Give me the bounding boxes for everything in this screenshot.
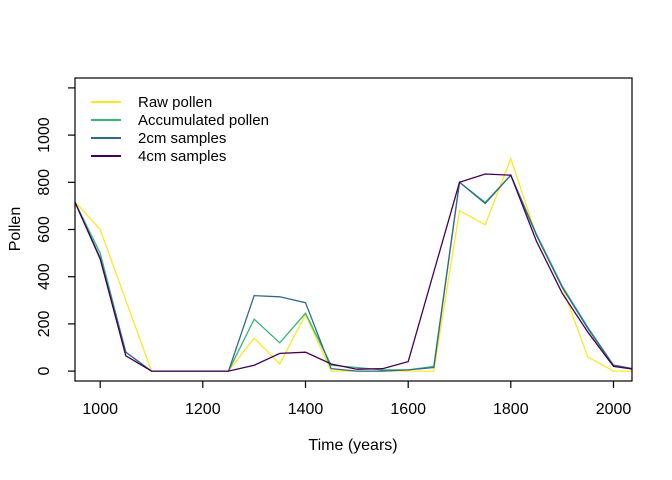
legend-item-2cm-samples: 2cm samples [91,129,269,147]
x-tick-label: 1200 [185,401,221,418]
legend-line-swatch [91,137,121,139]
series-line-2cm-samples [75,174,632,372]
axes-group: 1000 1200 1400 1600 1800 2000 0 200 400 600 800 100… [36,77,633,418]
legend-line-swatch [91,101,121,103]
legend-item-4cm-samples: 4cm samples [91,147,269,165]
y-tick-label: 600 [36,216,53,243]
legend-label: 4cm samples [138,147,227,165]
legend: Raw pollen Accumulated pollen 2cm samples 4… [91,93,269,165]
x-tick-label: 1000 [82,401,118,418]
y-tick-label: 400 [36,263,53,290]
legend-label: Accumulated pollen [138,111,269,129]
legend-item-raw-pollen: Raw pollen [91,93,269,111]
legend-label: 2cm samples [138,129,227,147]
x-tick-label: 2000 [596,401,632,418]
series-line-raw-pollen [75,156,632,372]
legend-line-swatch [91,119,121,121]
legend-label: Raw pollen [138,93,213,111]
x-tick-label: 1400 [288,401,324,418]
legend-line-swatch [91,155,121,157]
y-tick-label: 0 [36,367,53,376]
legend-item-accumulated-pollen: Accumulated pollen [91,111,269,129]
x-tick-label: 1800 [493,401,529,418]
y-tick-label: 200 [36,310,53,337]
y-axis-title: Pollen [7,206,24,252]
y-tick-label: 1000 [36,117,53,153]
y-tick-label: 800 [36,169,53,196]
series-group [75,156,632,372]
x-tick-label: 1600 [390,401,426,418]
x-axis-title: Time (years) [308,437,398,454]
series-line-4cm-samples [75,173,632,372]
